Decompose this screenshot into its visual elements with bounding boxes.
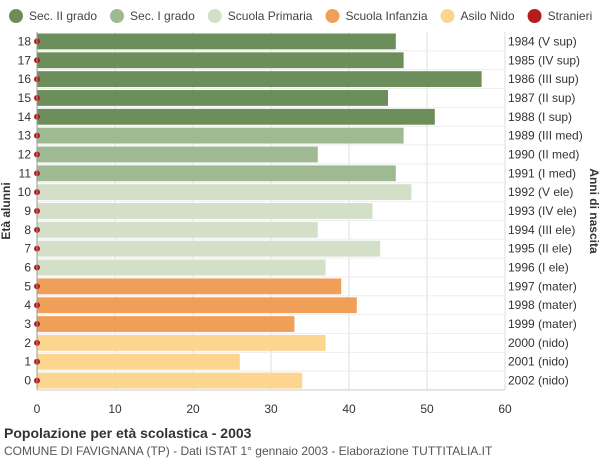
y-tick-age-16: 16 [18,72,32,86]
y-tick-age-2: 2 [24,336,31,350]
chart-footer-title: Popolazione per età scolastica - 2003 [4,425,252,441]
y-tick-birth-6: 1996 (I ele) [508,261,569,275]
x-tick-6: 60 [498,402,512,416]
chart-footer-subtitle: COMUNE DI FAVIGNANA (TP) - Dati ISTAT 1°… [4,444,493,458]
bar-age-5 [37,278,342,295]
bar-age-16 [37,71,482,88]
y-tick-birth-3: 1999 (mater) [508,317,577,331]
bar-age-0 [37,372,303,389]
population-bar-chart: Sec. II grado Sec. I grado Scuola Primaria… [0,9,600,416]
y-tick-age-12: 12 [18,147,32,161]
y-tick-age-15: 15 [18,91,32,105]
legend-marker-3 [325,9,340,23]
bar-age-17 [37,52,404,69]
bar-age-9 [37,203,373,219]
y-tick-birth-12: 1990 (II med) [508,147,579,161]
legend-label-2: Scuola Primaria [228,9,313,23]
y-tick-age-5: 5 [24,279,31,293]
y-tick-age-9: 9 [24,204,31,218]
y-tick-birth-10: 1992 (V ele) [508,185,573,199]
bar-age-12 [37,146,318,163]
y-tick-birth-14: 1988 (I sup) [508,110,572,124]
bar-age-10 [37,184,412,201]
y-axis-title-right: Anni di nascita [587,168,600,254]
bar-age-11 [37,165,396,182]
y-tick-birth-9: 1993 (IV ele) [508,204,577,218]
x-tick-1: 10 [108,402,122,416]
legend-marker-1 [110,9,125,23]
legend-marker-2 [207,9,222,23]
legend-marker-4 [440,9,455,23]
y-tick-age-3: 3 [24,317,31,331]
y-tick-birth-15: 1987 (II sup) [508,91,575,105]
y-tick-age-17: 17 [18,53,32,67]
bar-age-14 [37,108,435,125]
x-tick-5: 50 [420,402,434,416]
bar-age-2 [37,334,326,351]
y-tick-birth-1: 2001 (nido) [508,355,569,369]
legend-label-0: Sec. II grado [29,9,97,23]
legend-label-3: Scuola Infanzia [345,9,427,23]
x-tick-4: 40 [342,402,356,416]
legend-marker-5 [527,9,542,23]
y-tick-age-0: 0 [24,374,31,388]
legend-label-1: Sec. I grado [130,9,195,23]
y-tick-age-7: 7 [24,242,31,256]
bar-age-15 [37,90,388,106]
y-tick-birth-4: 1998 (mater) [508,298,577,312]
y-axis-title: Età alunni [0,182,13,239]
y-tick-age-13: 13 [18,129,32,143]
y-tick-birth-5: 1997 (mater) [508,279,577,293]
legend-label-5: Stranieri [548,9,593,23]
y-tick-birth-8: 1994 (III ele) [508,223,575,237]
x-tick-3: 30 [264,402,278,416]
bar-age-3 [37,316,295,332]
y-tick-birth-16: 1986 (III sup) [508,72,579,86]
y-tick-age-10: 10 [18,185,32,199]
bar-age-4 [37,297,357,314]
y-tick-age-6: 6 [24,261,31,275]
y-tick-birth-2: 2000 (nido) [508,336,569,350]
bar-age-6 [37,259,326,276]
bar-age-1 [37,353,240,370]
legend-label-4: Asilo Nido [461,9,515,23]
y-tick-birth-18: 1984 (V sup) [508,34,577,48]
y-tick-age-8: 8 [24,223,31,237]
bar-age-13 [37,127,404,144]
legend-marker-0 [9,9,23,23]
x-tick-2: 20 [186,402,200,416]
y-tick-birth-13: 1989 (III med) [508,129,583,143]
y-tick-age-14: 14 [18,110,32,124]
bar-age-18 [37,33,396,50]
y-tick-age-1: 1 [24,355,31,369]
y-tick-birth-7: 1995 (II ele) [508,242,572,256]
bar-age-7 [37,240,381,257]
y-tick-birth-0: 2002 (nido) [508,374,569,388]
x-tick-0: 0 [34,402,41,416]
y-tick-age-18: 18 [18,34,32,48]
y-tick-age-11: 11 [19,166,32,180]
y-tick-birth-11: 1991 (I med) [508,166,576,180]
bar-age-8 [37,221,318,238]
y-tick-birth-17: 1985 (IV sup) [508,53,580,67]
y-tick-age-4: 4 [24,298,31,312]
